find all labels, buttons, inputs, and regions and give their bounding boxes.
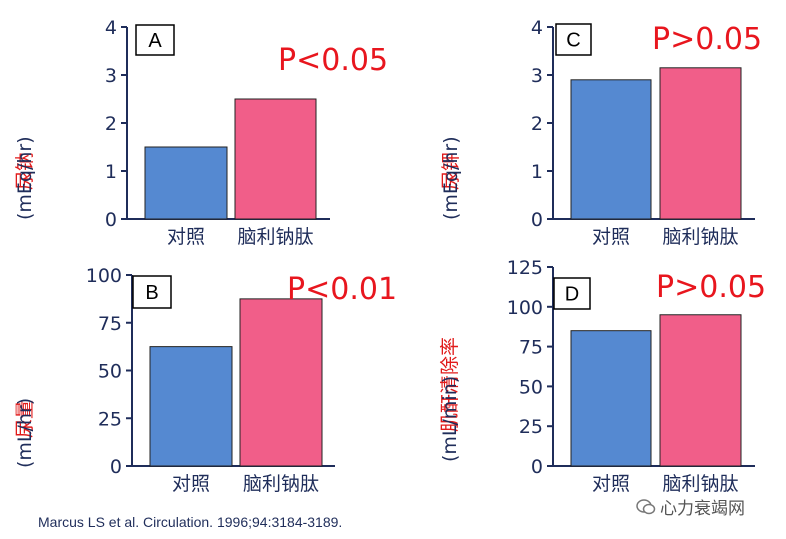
panel-d-y-tick-label: 75 [519,337,543,359]
panel-d-y-tick-label: 50 [519,376,543,398]
panel-a-y-tick-label: 0 [105,209,117,231]
panel-c-label: C [566,30,580,52]
panel-d-y-tick-label: 25 [519,416,543,438]
panel-a-y-axis-title-cn: 尿钠 [14,152,36,190]
panel-d-label: D [565,284,579,306]
panel-d-y-axis-title: 肌酐清除率 [439,337,461,432]
panel-c-category-label: 脑利钠肽 [662,226,738,248]
panel-c-label-box [555,23,592,56]
panel-c-y-tick-label: 1 [531,161,543,183]
panel-d-bar-control [570,330,652,467]
panel-a-y-axis-unit: (mEq/hr) [14,136,36,220]
panel-b-category-label: 对照 [172,473,210,495]
panel-a-y-tick-label: 4 [105,17,117,39]
watermark: 心力衰竭网 [636,494,745,519]
watermark-text: 心力衰竭网 [660,499,745,519]
citation: Marcus LS et al. Circulation. 1996;94:31… [38,514,343,530]
panel-c-bar-treatment [659,67,742,220]
panel-a-label: A [148,30,162,52]
panel-d-y-axis-title-cn: 肌酐清除率 [439,337,461,432]
panel-a-y-tick-label: 3 [105,65,117,87]
panel-d-y-tick-label: 0 [531,456,543,478]
panel-c-category-label: 对照 [592,226,630,248]
panel-d-category-label: 脑利钠肽 [662,473,738,495]
panel-a-category-label: 脑利钠肽 [237,226,313,248]
panel-c-y-tick-label: 2 [531,113,543,135]
panel-b-y-tick-label: 50 [98,361,122,383]
panel-a-p-value: P<0.05 [278,43,388,78]
panel-c-y-axis-unit: (mEq/hr) [440,136,462,220]
panel-d-category-label: 对照 [592,473,630,495]
panel-b-y-axis-unit: (mL/hr) [14,398,36,468]
panel-c-y-axis-title: 尿钾 [440,152,462,190]
panel-d-bar-treatment [659,314,742,467]
panel-b-y-tick-label: 75 [98,313,122,335]
panel-c-y-axis-title-cn: 尿钾 [440,152,462,190]
panel-b-y-tick-label: 100 [86,265,122,287]
panel-c-y-tick-label: 4 [531,17,543,39]
panel-a-bar-control [144,146,228,220]
panel-b-category-label: 脑利钠肽 [243,473,319,495]
panel-a-label-box [135,24,175,56]
panel-c-y-tick-label: 0 [531,209,543,231]
panel-d-y-tick-label: 125 [507,257,543,279]
panel-c-y-tick-label: 3 [531,65,543,87]
panel-b-bar-control [149,346,233,467]
wechat-icon [636,498,656,515]
panel-d-y-axis-unit: (mL/min) [439,376,461,462]
panel-b-y-tick-label: 25 [98,408,122,430]
panel-b-y-axis-title: 尿量 [14,400,36,438]
panel-d-p-value: P>0.05 [656,270,766,305]
panel-b-label-box [132,275,172,309]
panel-d-y-tick-label: 100 [507,297,543,319]
panel-b-p-value: P<0.01 [287,272,397,307]
panel-b-y-tick-label: 0 [110,456,122,478]
panel-a-y-tick-label: 1 [105,161,117,183]
panel-b-y-axis-title-cn: 尿量 [14,400,36,438]
panel-a-y-axis-title: 尿钠 [14,152,36,190]
panel-a-y-tick-label: 2 [105,113,117,135]
panel-c-bar-control [570,79,652,220]
panel-d-label-box [553,277,591,310]
panel-c-p-value: P>0.05 [652,22,762,57]
panel-b-label: B [145,282,158,304]
panel-a-category-label: 对照 [167,226,205,248]
panel-a-bar-treatment [234,98,317,220]
panel-b-bar-treatment [239,298,323,467]
